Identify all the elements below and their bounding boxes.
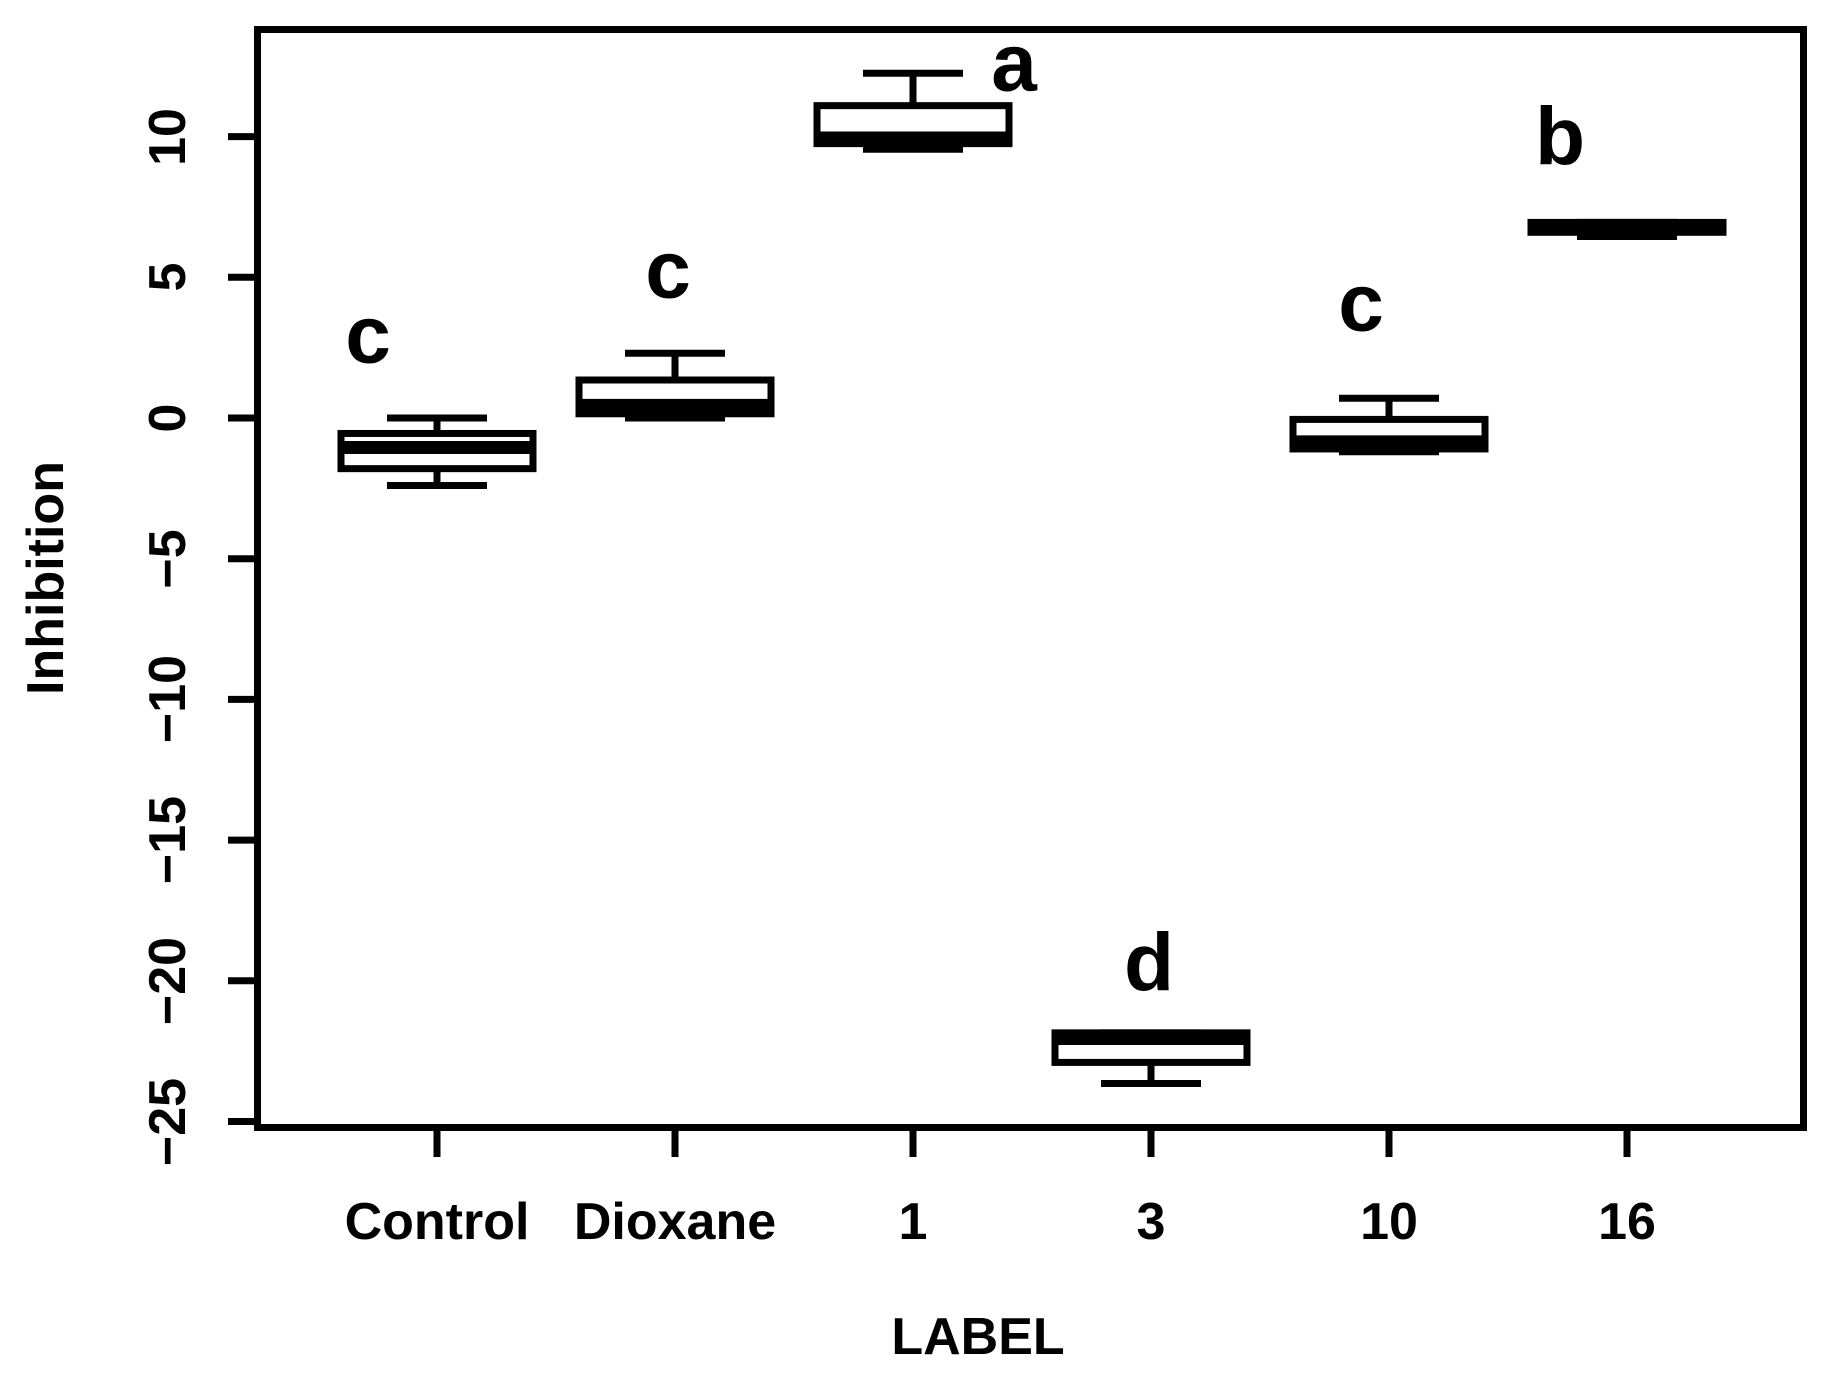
y-tick-label-5: 5: [139, 262, 197, 292]
significance-letter-Dioxane: c: [645, 225, 691, 316]
y-tick-label-−25: −25: [139, 1077, 197, 1166]
significance-letter-16: b: [1535, 92, 1585, 183]
significance-letter-10: c: [1338, 258, 1384, 349]
y-axis-title: Inhibition: [17, 461, 75, 695]
y-tick-label-−15: −15: [139, 795, 197, 885]
x-tick-label-Control: Control: [344, 1193, 530, 1251]
x-tick-label-Dioxane: Dioxane: [573, 1193, 777, 1251]
x-tick-label-16: 16: [1598, 1193, 1656, 1251]
significance-letter-Control: c: [345, 290, 391, 381]
x-axis-title: LABEL: [891, 1308, 1065, 1366]
y-tick-label-−5: −5: [139, 529, 197, 589]
plot-border: [254, 26, 1807, 1131]
x-tick-label-3: 3: [1136, 1193, 1166, 1251]
y-tick-label-−10: −10: [139, 655, 197, 744]
significance-letter-1: a: [991, 18, 1038, 109]
y-tick-label-0: 0: [139, 403, 197, 433]
y-tick-label-10: 10: [139, 107, 197, 166]
x-tick-label-1: 1: [898, 1193, 928, 1251]
x-tick-label-10: 10: [1360, 1193, 1418, 1251]
y-tick-label-−20: −20: [139, 936, 197, 1025]
significance-letter-3: d: [1124, 918, 1174, 1009]
